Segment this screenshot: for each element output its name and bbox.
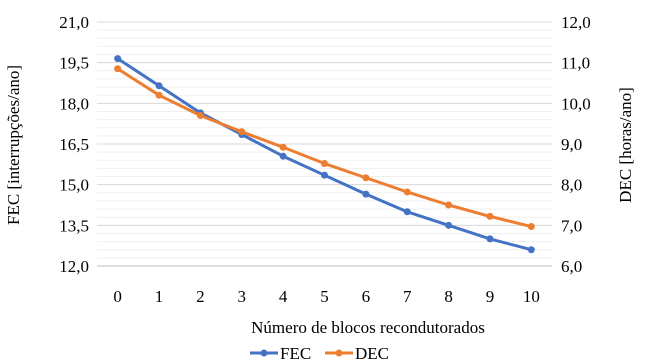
x-tick-label: 8: [444, 287, 453, 306]
data-point-fec: [445, 221, 453, 229]
data-point-dec: [279, 143, 287, 151]
legend-dec-label: DEC: [355, 344, 389, 363]
data-point-fec: [155, 82, 163, 90]
data-point-fec: [362, 190, 370, 198]
y-tick-label: 21,0: [59, 13, 89, 32]
x-tick-label: 2: [196, 287, 205, 306]
data-point-dec: [155, 91, 163, 99]
x-tick-label: 7: [403, 287, 412, 306]
legend-item-fec: FEC: [250, 344, 311, 363]
data-point-fec: [486, 235, 494, 243]
y2-tick-label: 6,0: [561, 257, 582, 276]
data-point-dec: [403, 188, 411, 196]
y2-axis-title: DEC [horas/ano]: [616, 87, 635, 203]
data-point-dec: [445, 201, 453, 209]
legend: FEC DEC: [250, 344, 389, 363]
data-point-dec: [527, 223, 535, 231]
y2-tick-label: 8,0: [561, 176, 582, 195]
legend-item-dec: DEC: [325, 344, 389, 363]
x-tick-label: 3: [238, 287, 247, 306]
y-tick-label: 18,0: [59, 94, 89, 113]
x-tick-label: 10: [523, 287, 540, 306]
data-point-dec: [486, 212, 494, 220]
data-point-dec: [238, 128, 246, 136]
y2-tick-label: 7,0: [561, 216, 582, 235]
data-point-fec: [527, 246, 535, 254]
legend-dec-marker: [335, 349, 343, 357]
x-tick-label: 0: [113, 287, 122, 306]
data-point-fec: [279, 152, 287, 160]
data-point-fec: [114, 55, 122, 63]
data-point-fec: [321, 171, 328, 179]
series-line-dec: [116, 67, 533, 229]
data-point-fec: [403, 208, 411, 216]
data-point-dec: [196, 112, 204, 120]
y2-tick-label: 10,0: [561, 94, 591, 113]
x-tick-label: 4: [279, 287, 288, 306]
y-tick-label: 15,0: [59, 176, 89, 195]
gridlines: [97, 21, 552, 267]
data-point-dec: [321, 160, 328, 168]
y-axis-title: FEC [interrupções/ano]: [4, 65, 23, 225]
y-tick-label: 13,5: [59, 216, 89, 235]
legend-fec-label: FEC: [280, 344, 311, 363]
y2-tick-label: 12,0: [561, 13, 591, 32]
y-tick-label: 16,5: [59, 135, 89, 154]
y-tick-label: 19,5: [59, 54, 89, 73]
x-tick-label: 9: [486, 287, 495, 306]
series-lines: [114, 55, 535, 254]
data-point-dec: [362, 174, 370, 182]
axes: 12,0 13,5 15,0 16,5 18,0 19,5 21,0 6,0 7,0 8,0 9,0…: [59, 13, 591, 306]
x-tick-label: 5: [320, 287, 329, 306]
data-point-dec: [114, 65, 122, 73]
x-tick-label: 6: [362, 287, 371, 306]
y2-tick-label: 11,0: [561, 54, 590, 73]
legend-fec-marker: [260, 349, 268, 357]
x-axis-title: Número de blocos recondutorados: [251, 318, 485, 337]
y-tick-label: 12,0: [59, 257, 89, 276]
x-tick-label: 1: [155, 287, 164, 306]
y2-tick-label: 9,0: [561, 135, 582, 154]
